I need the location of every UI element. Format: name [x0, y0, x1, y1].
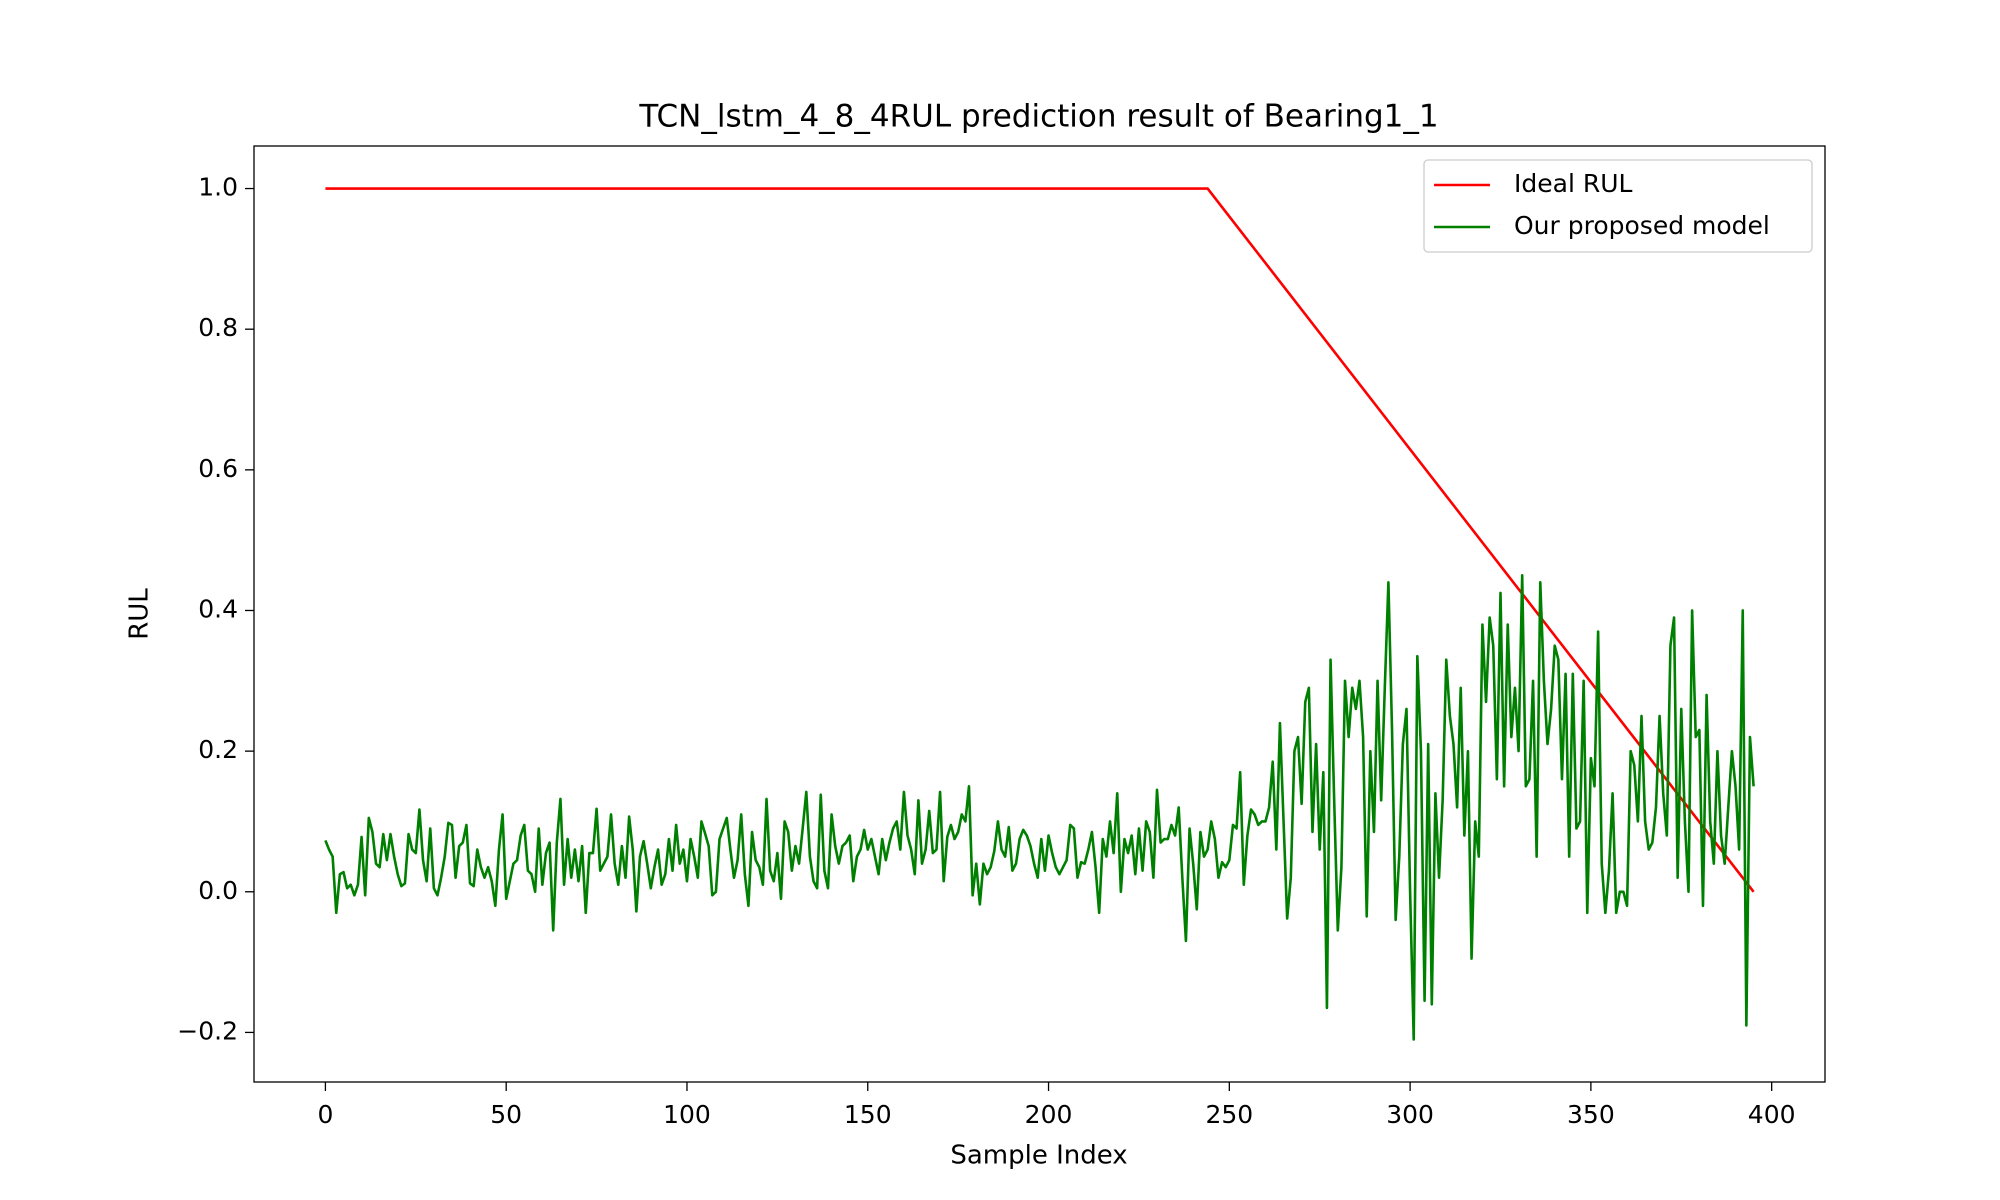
plot-frame — [253, 145, 1826, 1083]
x-tick-label: 200 — [1025, 1100, 1073, 1129]
series-line — [325, 187, 1755, 893]
series-line — [324, 574, 1755, 1041]
x-axis-label: Sample Index — [950, 1141, 1127, 1171]
y-tick-label: −0.2 — [177, 1016, 238, 1045]
legend-box — [1423, 159, 1813, 253]
legend-label: Ideal RUL — [1514, 169, 1633, 198]
x-tick-label: 0 — [317, 1100, 333, 1129]
y-tick-label: 0.6 — [198, 454, 238, 483]
chart-title: TCN_lstm_4_8_4RUL prediction result of B… — [638, 99, 1438, 135]
y-tick-label: 0.2 — [198, 735, 238, 764]
x-tick-label: 250 — [1205, 1100, 1253, 1129]
x-tick-label: 400 — [1748, 1100, 1796, 1129]
x-tick-label: 350 — [1567, 1100, 1615, 1129]
y-axis-label: RUL — [125, 588, 155, 640]
legend-label: Our proposed model — [1514, 211, 1770, 240]
y-tick-label: 0.0 — [198, 876, 238, 905]
x-tick-label: 300 — [1386, 1100, 1434, 1129]
x-tick-label: 150 — [844, 1100, 892, 1129]
x-tick-label: 100 — [663, 1100, 711, 1129]
y-tick-label: 1.0 — [198, 173, 238, 202]
x-tick-label: 50 — [490, 1100, 522, 1129]
y-tick-label: 0.8 — [198, 313, 238, 342]
y-tick-label: 0.4 — [198, 594, 238, 623]
